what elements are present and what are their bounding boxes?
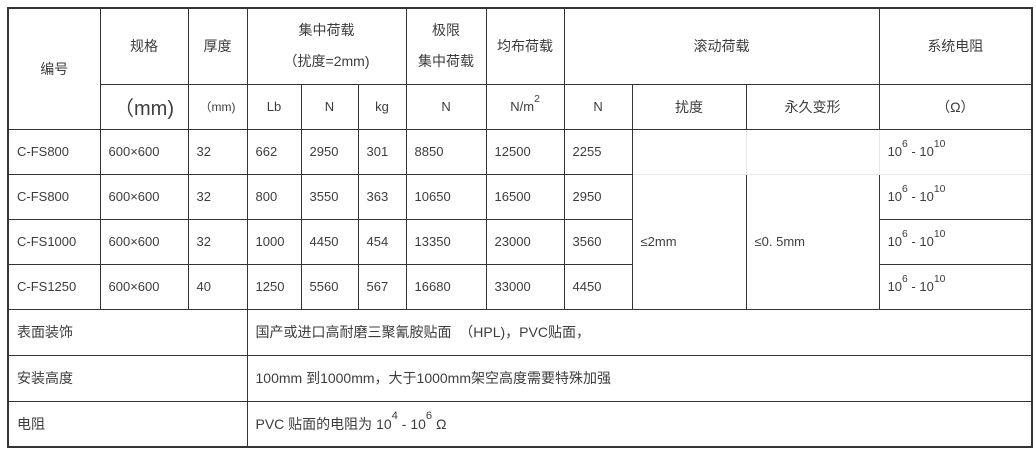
header-thickness-unit: （mm) <box>187 83 248 130</box>
footer-label-surface: 表面装饰 <box>7 308 248 356</box>
table-row: C-FS800 600×600 32 662 2950 301 8850 125… <box>7 128 1033 175</box>
cell-lb: 662 <box>246 128 302 175</box>
cell-kg: 454 <box>357 218 407 265</box>
cell-id: C-FS800 <box>7 128 101 175</box>
cell-thickness: 32 <box>187 128 248 175</box>
cell-id: C-FS800 <box>7 173 101 220</box>
cell-rolling-deflection-value: ≤2mm <box>631 173 747 310</box>
cell-ultimate: 10650 <box>405 173 487 220</box>
cell-kg: 301 <box>357 128 407 175</box>
header-concentrated-load-subtitle: （扰度=2mm) <box>283 53 370 70</box>
table-row: C-FS1250 600×600 40 1250 5560 567 16680 … <box>7 263 1033 310</box>
header-unit-lb: Lb <box>246 83 302 130</box>
cell-ultimate: 8850 <box>405 128 487 175</box>
cell-ultimate: 16680 <box>405 263 487 310</box>
cell-lb: 1250 <box>246 263 302 310</box>
header-rolling-n: N <box>563 83 633 130</box>
cell-rolling-n: 4450 <box>563 263 633 310</box>
header-rolling-permanent: 永久变形 <box>745 83 880 130</box>
header-ultimate-load: 极限 集中荷载 <box>405 7 487 85</box>
header-concentrated-load-title: 集中荷载 <box>298 22 355 39</box>
footer-row-height: 安装高度 100mm 到1000mm，大于1000mm架空高度需要特殊加强 <box>7 354 1033 402</box>
cell-resistance: 106 - 1010 <box>878 263 1033 310</box>
cell-spec: 600×600 <box>99 263 189 310</box>
header-unit-kg: kg <box>357 83 407 130</box>
cell-lb: 1000 <box>246 218 302 265</box>
header-rolling-deflection: 扰度 <box>631 83 747 130</box>
header-uniform-load: 均布荷载 <box>485 7 565 85</box>
header-rolling-load: 滚动荷载 <box>563 7 880 85</box>
footer-label-height: 安装高度 <box>7 354 248 402</box>
cell-n: 2950 <box>300 128 359 175</box>
cell-spec: 600×600 <box>99 173 189 220</box>
header-system-resistance: 系统电阻 <box>878 7 1033 85</box>
header-uniform-unit: N/m2 <box>485 83 565 130</box>
cell-n: 3550 <box>300 173 359 220</box>
cell-id: C-FS1250 <box>7 263 101 310</box>
footer-value-resistance: PVC 贴面的电阻为 104 - 106 Ω <box>246 400 1033 448</box>
cell-resistance: 106 - 1010 <box>878 173 1033 220</box>
cell-uniform: 33000 <box>485 263 565 310</box>
header-thickness: 厚度 <box>187 7 248 85</box>
footer-value-surface: 国产或进口高耐磨三聚氰胺贴面 （HPL)，PVC贴面， <box>246 308 1033 356</box>
cell-lb: 800 <box>246 173 302 220</box>
table-row: C-FS1000 600×600 32 1000 4450 454 13350 … <box>7 218 1033 265</box>
cell-kg: 363 <box>357 173 407 220</box>
cell-uniform: 23000 <box>485 218 565 265</box>
cell-spec: 600×600 <box>99 218 189 265</box>
header-row-1: 编号 规格 厚度 集中荷载 （扰度=2mm) 极限 集中荷载 均布荷载 滚动荷载… <box>7 7 1033 130</box>
footer-row-surface: 表面装饰 国产或进口高耐磨三聚氰胺贴面 （HPL)，PVC贴面， <box>7 308 1033 356</box>
cell-rolling-deflection-empty <box>631 128 747 175</box>
header-ultimate-load-line1: 极限 <box>432 22 461 39</box>
header-spec: 规格 <box>99 7 189 85</box>
cell-resistance: 106 - 1010 <box>878 218 1033 265</box>
header-unit-n: N <box>300 83 359 130</box>
cell-spec: 600×600 <box>99 128 189 175</box>
header-row-2: （mm) （mm) Lb N kg N N/m2 N 扰度 永久变形 （Ω） <box>8 83 1033 130</box>
cell-rolling-permanent-value: ≤0. 5mm <box>745 173 880 310</box>
cell-rolling-n: 2950 <box>563 173 633 220</box>
cell-rolling-n: 3560 <box>563 218 633 265</box>
header-ultimate-unit: N <box>405 83 487 130</box>
cell-rolling-n: 2255 <box>563 128 633 175</box>
cell-kg: 567 <box>357 263 407 310</box>
cell-uniform: 16500 <box>485 173 565 220</box>
header-spec-unit: （mm) <box>99 83 189 130</box>
cell-id: C-FS1000 <box>7 218 101 265</box>
header-resistance-unit: （Ω） <box>878 83 1033 130</box>
cell-ultimate: 13350 <box>405 218 487 265</box>
cell-n: 4450 <box>300 218 359 265</box>
cell-rolling-permanent-empty <box>745 128 880 175</box>
cell-uniform: 12500 <box>485 128 565 175</box>
cell-n: 5560 <box>300 263 359 310</box>
table-row: C-FS800 600×600 32 800 3550 363 10650 16… <box>7 173 1033 310</box>
header-concentrated-load: 集中荷载 （扰度=2mm) <box>246 7 407 85</box>
cell-thickness: 32 <box>187 218 248 265</box>
header-ultimate-load-line2: 集中荷载 <box>418 53 475 70</box>
footer-row-resistance: 电阻 PVC 贴面的电阻为 104 - 106 Ω <box>7 400 1033 448</box>
footer-value-height: 100mm 到1000mm，大于1000mm架空高度需要特殊加强 <box>246 354 1033 402</box>
footer-label-resistance: 电阻 <box>7 400 248 448</box>
cell-thickness: 32 <box>187 173 248 220</box>
cell-resistance: 106 - 1010 <box>878 128 1033 175</box>
header-id: 编号 <box>7 7 101 130</box>
cell-thickness: 40 <box>187 263 248 310</box>
product-spec-table: 编号 规格 厚度 集中荷载 （扰度=2mm) 极限 集中荷载 均布荷载 滚动荷载… <box>7 7 1034 448</box>
